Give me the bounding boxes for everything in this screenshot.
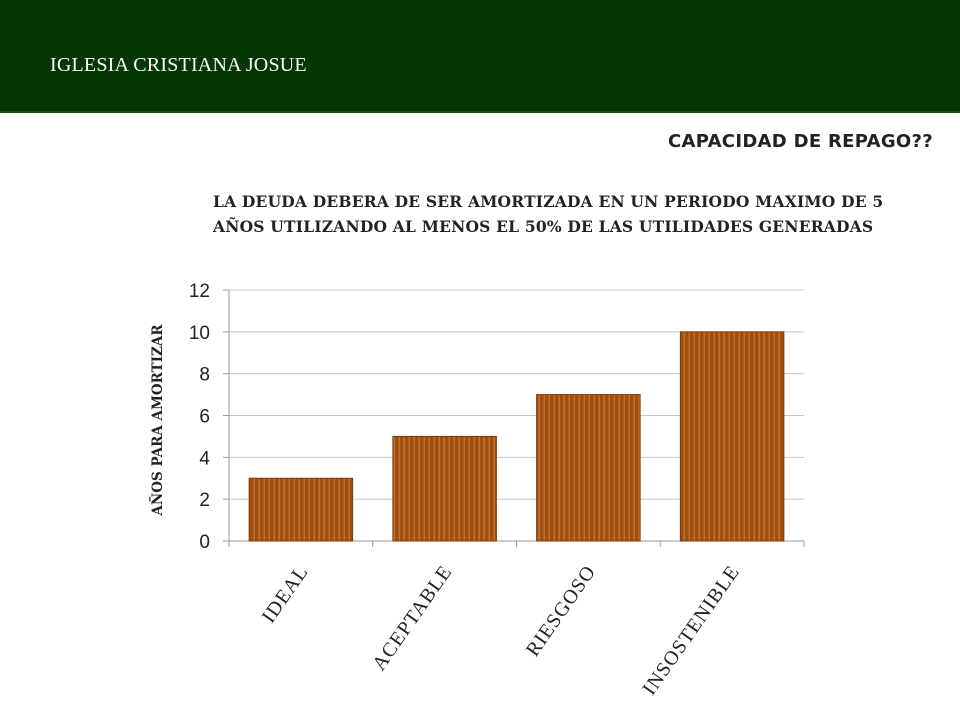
y-tick-label: 2: [199, 490, 210, 511]
slide-title: CAPACIDAD DE REPAGO??: [668, 131, 933, 152]
bars: [248, 331, 785, 542]
y-axis-title: AÑOS PARA AMORTIZAR: [150, 324, 166, 517]
x-category-label: RIESGOSO: [522, 561, 601, 660]
bar-aceptable: [392, 435, 497, 542]
bar-ideal: [248, 477, 354, 542]
x-category-labels: IDEAL ACEPTABLE RIESGOSO INSOSTENIBLE: [258, 561, 745, 699]
y-tick-label: 6: [199, 407, 210, 428]
x-category-label: ACEPTABLE: [368, 561, 457, 674]
y-tick-label: 4: [199, 448, 210, 469]
bar-insostenible: [679, 331, 785, 542]
header-bar: IGLESIA CRISTIANA JOSUE: [0, 0, 960, 113]
slide-subtitle: LA DEUDA DEBERA DE SER AMORTIZADA EN UN …: [213, 192, 884, 236]
y-tick-labels: 0 2 4 6 8 10 12: [189, 281, 211, 553]
y-tick-label: 10: [189, 323, 210, 344]
y-tick-label: 0: [199, 532, 210, 553]
x-category-label: INSOSTENIBLE: [638, 561, 744, 699]
y-tick-label: 12: [189, 281, 210, 302]
bar-riesgoso: [536, 394, 641, 542]
x-category-label: IDEAL: [258, 561, 313, 627]
y-tick-label: 8: [199, 365, 210, 386]
church-name: IGLESIA CRISTIANA JOSUE: [50, 54, 307, 76]
